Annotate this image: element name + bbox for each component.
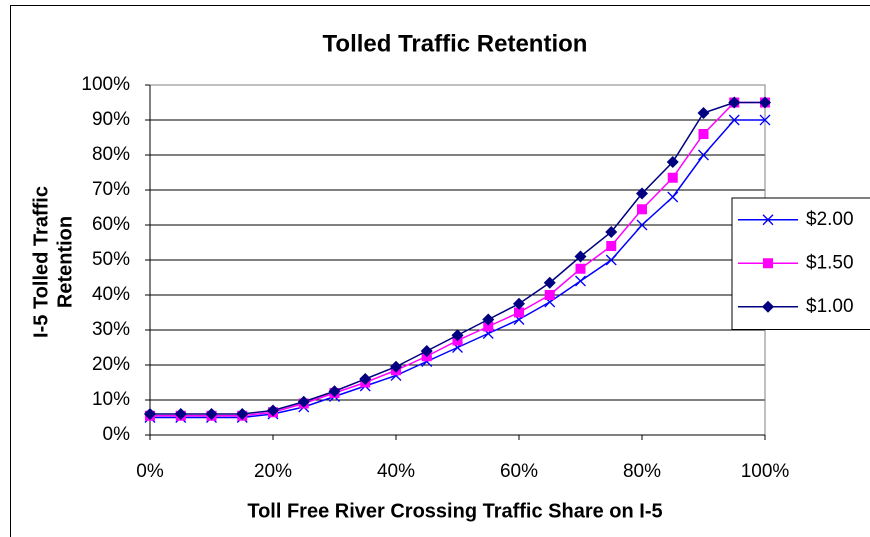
marker [605,254,617,266]
marker [205,408,218,420]
legend-label: $2.00 [806,209,854,230]
legend-label: $1.00 [806,296,854,317]
x-axis-label: Toll Free River Crossing Traffic Share o… [247,500,662,522]
y-axis-label: I-5 Tolled Traffic [30,186,52,338]
x-tick-label: 100% [741,461,790,482]
x-tick-label: 0% [136,461,164,482]
marker [482,313,495,326]
y-tick-label: 0% [103,424,131,445]
y-tick-label: 40% [92,284,130,305]
y-tick-label: 30% [92,319,130,340]
marker [267,404,279,417]
marker [574,250,587,263]
marker [514,307,524,318]
marker [636,219,648,231]
marker [236,408,249,420]
marker [575,275,586,287]
marker [697,107,710,119]
y-tick-label: 60% [92,214,130,235]
marker [144,408,156,420]
marker [420,345,433,357]
marker [328,385,341,398]
marker [728,96,741,109]
marker [390,360,402,373]
chart-frame [10,5,870,537]
marker [606,241,617,251]
y-tick-label: 50% [92,249,130,270]
marker [667,191,679,203]
marker [762,214,774,226]
legend-label: $1.50 [806,252,854,273]
marker [451,329,464,342]
marker [513,297,525,310]
marker [636,187,648,200]
y-tick-label: 70% [92,179,130,200]
y-tick-label: 20% [92,354,130,375]
y-tick-label: 100% [81,74,130,95]
chart-title: Tolled Traffic Retention [323,30,588,57]
y-tick-label: 10% [92,389,130,410]
x-tick-label: 80% [623,461,661,482]
marker [666,156,679,168]
marker [698,149,709,161]
marker [759,96,771,109]
marker [483,321,494,332]
x-tick-label: 60% [500,461,538,482]
marker [698,129,709,139]
marker [763,258,773,269]
x-tick-label: 20% [254,461,292,482]
x-tick-label: 40% [377,461,415,482]
marker [762,300,774,313]
marker [297,395,310,408]
marker [605,226,618,238]
marker [543,276,556,289]
marker [759,114,771,126]
marker [575,263,586,274]
marker [728,114,740,126]
marker [544,290,555,300]
marker [667,172,678,183]
y-tick-label: 90% [92,109,130,130]
marker [174,408,187,420]
marker [359,373,372,385]
marker [637,204,647,215]
y-tick-label: 80% [92,144,130,165]
y-axis-label: Retention [54,216,76,308]
